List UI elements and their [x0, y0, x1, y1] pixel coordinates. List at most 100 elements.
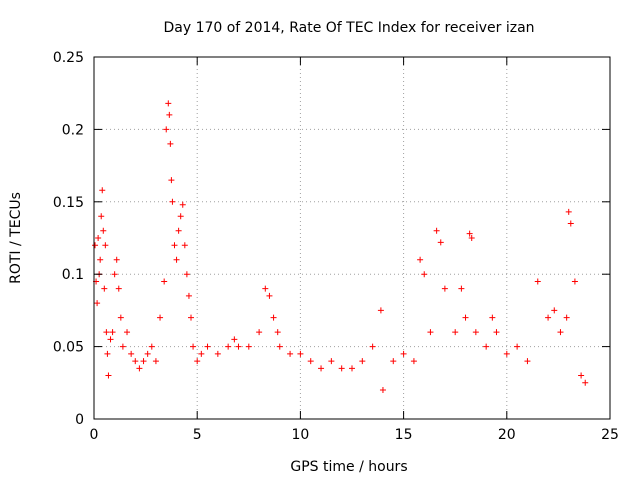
data-point [551, 307, 558, 314]
data-point [524, 358, 531, 365]
data-point [433, 227, 440, 234]
data-point [417, 256, 424, 263]
data-point [132, 358, 139, 365]
data-point [307, 358, 314, 365]
x-tick-label: 20 [498, 427, 516, 443]
data-point [177, 213, 184, 220]
data-point [104, 350, 111, 357]
data-point [198, 350, 205, 357]
data-point [379, 387, 386, 394]
data-point [107, 336, 114, 343]
data-point [297, 350, 304, 357]
y-tick-label: 0.05 [53, 340, 84, 356]
x-tick-label: 5 [193, 427, 202, 443]
x-axis-label: GPS time / hours [290, 459, 407, 475]
data-point [369, 343, 376, 350]
data-point [173, 256, 180, 263]
data-point [140, 358, 147, 365]
data-point [204, 343, 211, 350]
data-point [338, 365, 345, 372]
chart-title: Day 170 of 2014, Rate Of TEC Index for r… [163, 20, 534, 36]
data-point [181, 242, 188, 249]
data-points [92, 100, 589, 394]
data-point [563, 314, 570, 321]
data-point [235, 343, 242, 350]
y-tick-label: 0.15 [53, 195, 84, 211]
data-point [276, 343, 283, 350]
data-point [105, 372, 112, 379]
data-point [468, 235, 475, 241]
data-point [231, 336, 238, 343]
data-point [466, 230, 473, 237]
data-point [166, 111, 173, 118]
data-point [437, 239, 444, 246]
data-point [578, 372, 585, 379]
data-point [163, 126, 170, 133]
data-point [318, 365, 325, 372]
x-tick-label: 25 [601, 427, 619, 443]
data-point [148, 343, 155, 350]
data-point [493, 329, 500, 336]
data-point [169, 198, 176, 205]
data-point [157, 314, 164, 321]
data-point [94, 300, 101, 307]
data-point [377, 307, 384, 314]
data-point [101, 285, 108, 292]
plot-frame [93, 56, 611, 420]
data-point [102, 242, 109, 249]
data-point [113, 256, 120, 263]
data-point [111, 271, 118, 278]
data-point [183, 271, 190, 278]
data-point [179, 201, 186, 208]
x-tick-label: 10 [291, 427, 309, 443]
data-point [458, 285, 465, 292]
y-tick-label: 0.25 [53, 50, 84, 66]
data-point [167, 140, 174, 147]
data-point [262, 285, 269, 292]
data-point [175, 227, 182, 234]
grid-lines [94, 57, 610, 419]
x-tick-label: 15 [395, 427, 413, 443]
data-point [472, 329, 479, 336]
data-point [128, 350, 135, 357]
data-point [92, 242, 99, 249]
data-point [565, 208, 572, 215]
data-point [95, 235, 102, 241]
data-point [489, 314, 496, 321]
data-point [144, 350, 151, 357]
data-point [452, 329, 459, 336]
data-point [274, 329, 281, 336]
data-point [225, 343, 232, 350]
data-point [109, 329, 116, 336]
data-point [359, 358, 366, 365]
data-point [287, 350, 294, 357]
data-point [168, 177, 175, 184]
data-point [188, 314, 195, 321]
data-point [483, 343, 490, 350]
data-point [117, 314, 124, 321]
data-point [582, 379, 589, 386]
data-point [152, 358, 159, 365]
data-point [194, 358, 201, 365]
data-point [462, 314, 469, 321]
data-point [427, 329, 434, 336]
data-point [119, 343, 126, 350]
data-point [185, 292, 192, 299]
data-point [165, 100, 172, 107]
data-point [534, 278, 541, 285]
data-point [349, 365, 355, 372]
y-tick-label: 0 [75, 412, 84, 428]
data-point [161, 278, 168, 285]
data-point [245, 343, 252, 350]
data-point [545, 314, 552, 321]
data-point [266, 292, 273, 299]
data-point [97, 256, 104, 263]
y-axis-label: ROTI / TECUs [8, 192, 24, 284]
data-point [514, 343, 521, 350]
data-point [410, 358, 417, 365]
y-tick-label: 0.2 [62, 122, 84, 138]
data-point [256, 329, 263, 336]
data-point [124, 329, 131, 336]
data-point [100, 227, 107, 234]
